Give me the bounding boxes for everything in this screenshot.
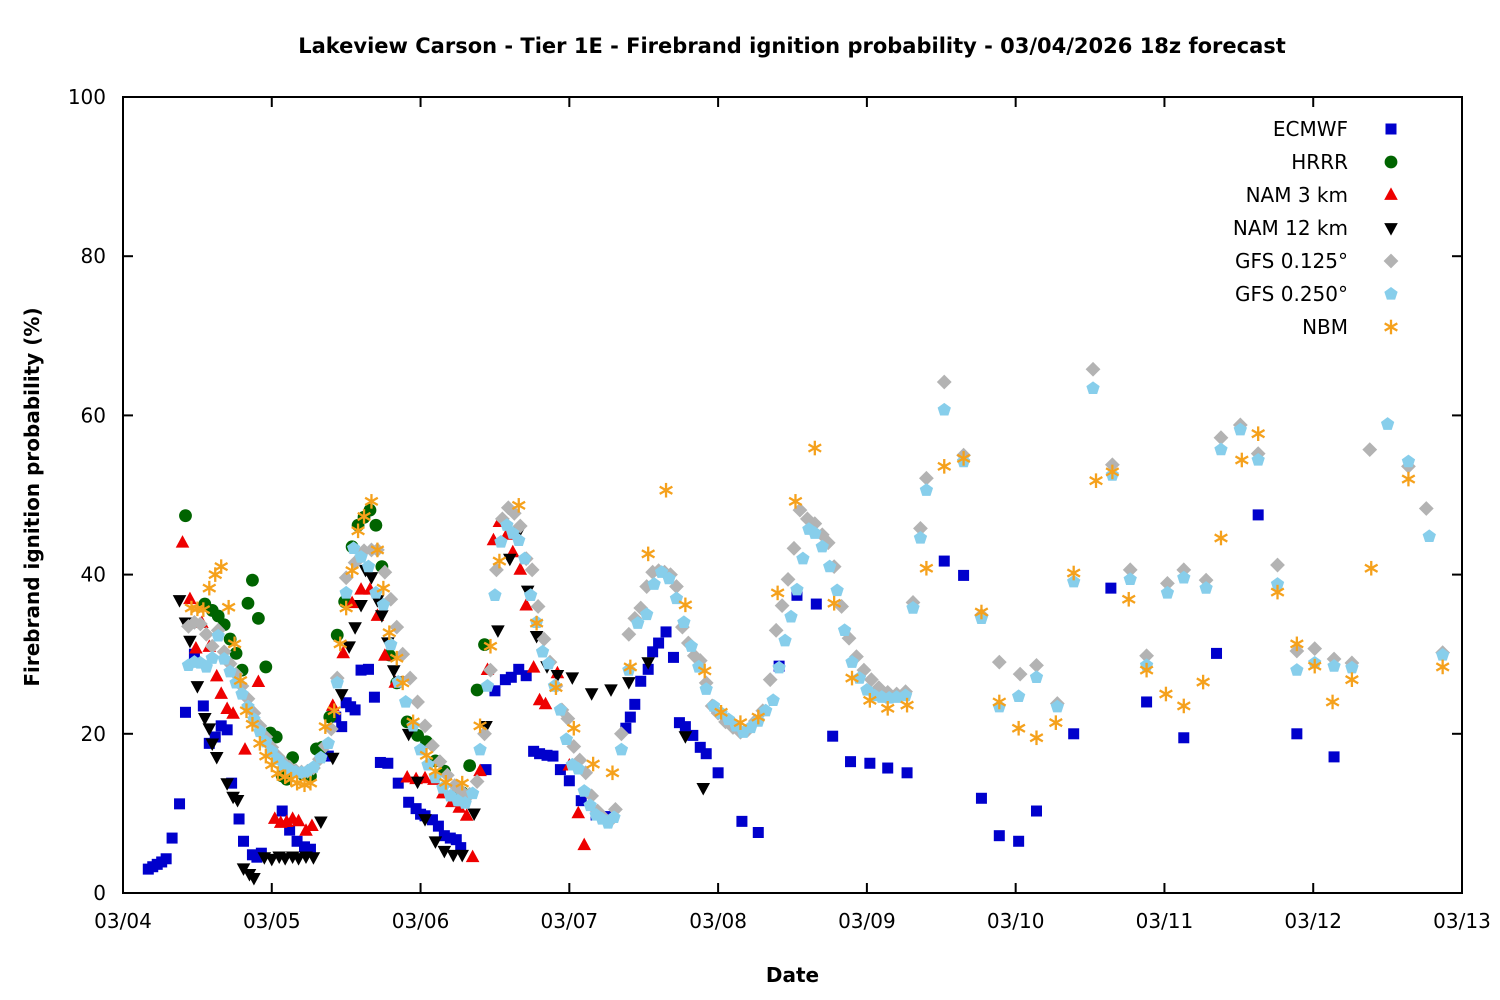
y-tick-label: 80 bbox=[81, 244, 106, 268]
legend-marker-asterisk-icon bbox=[1384, 319, 1398, 335]
x-tick-label: 03/10 bbox=[987, 909, 1045, 933]
x-tick-label: 03/05 bbox=[243, 909, 301, 933]
series-nbm bbox=[184, 426, 1450, 793]
y-tick-label: 100 bbox=[68, 85, 106, 109]
legend-label: NBM bbox=[1302, 315, 1348, 339]
x-tick-label: 03/07 bbox=[541, 909, 599, 933]
legend-item-gfs-0-125: GFS 0.125° bbox=[1235, 249, 1399, 273]
legend-item-gfs-0-250: GFS 0.250° bbox=[1235, 282, 1398, 306]
legend-marker-triangle-down-icon bbox=[1384, 223, 1398, 236]
legend-marker-circle-icon bbox=[1384, 155, 1398, 169]
legend-label: GFS 0.125° bbox=[1235, 249, 1348, 273]
legend-item-nbm: NBM bbox=[1302, 315, 1398, 339]
x-tick-label: 03/11 bbox=[1136, 909, 1194, 933]
legend-marker-diamond-icon bbox=[1383, 253, 1399, 269]
legend: ECMWF HRRR NAM 3 km NAM 12 km GFS 0.125° GFS … bbox=[1233, 117, 1399, 339]
tick-labels: 03/04 03/05 03/06 03/07 03/08 03/09 03/10 03/11… bbox=[68, 85, 1491, 933]
legend-label: GFS 0.250° bbox=[1235, 282, 1348, 306]
plot-frame bbox=[122, 96, 1463, 894]
x-tick-label: 03/13 bbox=[1433, 909, 1491, 933]
legend-marker-square-icon bbox=[1385, 123, 1397, 135]
x-axis-label: Date bbox=[765, 963, 820, 987]
legend-item-nam-12-km: NAM 12 km bbox=[1233, 216, 1398, 240]
legend-label: HRRR bbox=[1291, 150, 1348, 174]
axis-ticks bbox=[122, 96, 1463, 894]
x-tick-label: 03/06 bbox=[392, 909, 450, 933]
x-tick-label: 03/08 bbox=[689, 909, 747, 933]
legend-item-nam-3-km: NAM 3 km bbox=[1246, 183, 1398, 207]
y-tick-label: 40 bbox=[81, 563, 106, 587]
y-axis-label: Firebrand ignition probability (%) bbox=[20, 307, 44, 687]
legend-item-hrrr: HRRR bbox=[1291, 150, 1398, 174]
legend-label: NAM 3 km bbox=[1246, 183, 1348, 207]
legend-item-ecmwf: ECMWF bbox=[1273, 117, 1397, 141]
x-tick-label: 03/09 bbox=[838, 909, 896, 933]
y-tick-label: 0 bbox=[93, 881, 106, 905]
y-tick-label: 20 bbox=[81, 722, 106, 746]
legend-label: NAM 12 km bbox=[1233, 216, 1348, 240]
y-tick-label: 60 bbox=[81, 403, 106, 427]
legend-marker-pentagon-icon bbox=[1384, 287, 1398, 300]
legend-label: ECMWF bbox=[1273, 117, 1348, 141]
chart-title: Lakeview Carson - Tier 1E - Firebrand ig… bbox=[298, 34, 1286, 58]
x-tick-label: 03/12 bbox=[1284, 909, 1342, 933]
legend-marker-triangle-up-icon bbox=[1384, 187, 1398, 200]
x-tick-label: 03/04 bbox=[94, 909, 152, 933]
